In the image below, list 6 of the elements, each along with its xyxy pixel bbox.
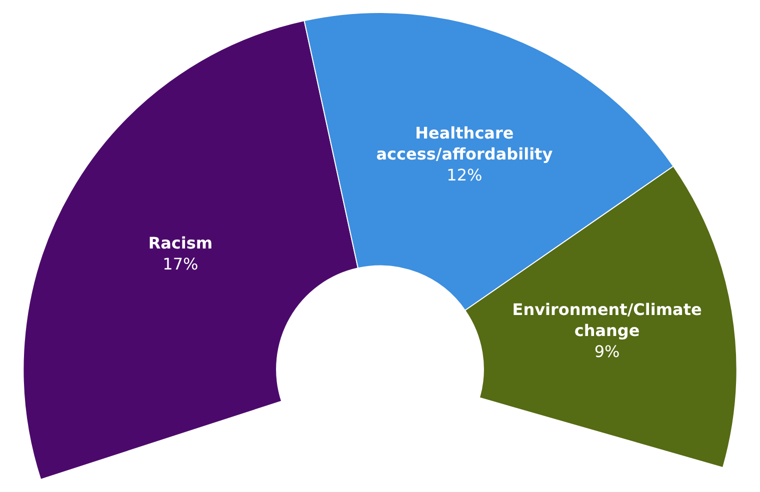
data-label: 12%: [446, 165, 482, 184]
data-label: 17%: [162, 254, 198, 274]
slice-label: Racism: [148, 233, 213, 252]
slice-label: Environment/Climate change: [512, 300, 702, 340]
data-label: 9%: [594, 342, 620, 362]
slice-label: Healthcare access/affordability: [376, 123, 554, 164]
